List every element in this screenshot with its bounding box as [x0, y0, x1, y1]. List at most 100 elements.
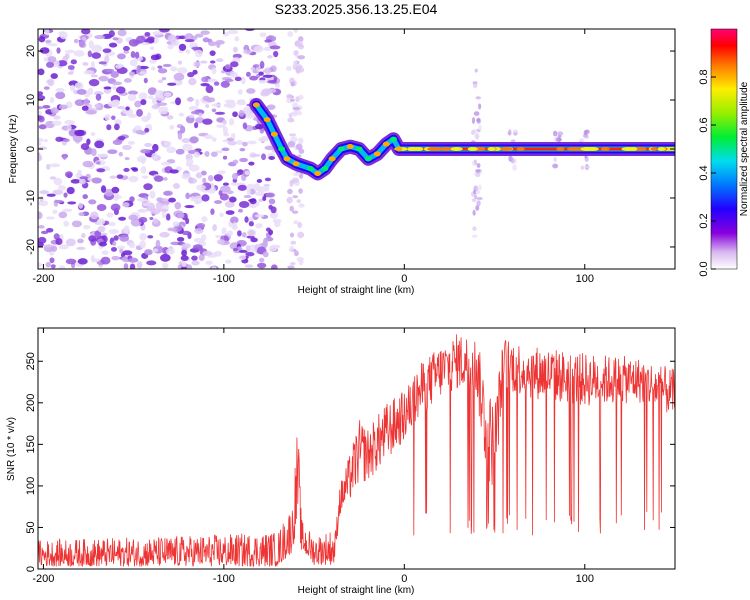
- noise-blob: [239, 147, 246, 152]
- noise-blob: [264, 185, 270, 192]
- noise-blob: [45, 39, 52, 44]
- noise-blob: [82, 62, 89, 66]
- noise-blob: [121, 144, 132, 151]
- noise-blob: [230, 216, 239, 224]
- noise-blob: [198, 112, 203, 117]
- noise-blob: [512, 129, 518, 133]
- noise-blob: [274, 221, 281, 228]
- noise-blob: [94, 35, 106, 40]
- noise-blob: [227, 230, 234, 237]
- noise-blob: [90, 132, 96, 136]
- noise-blob: [74, 82, 82, 88]
- noise-blob: [147, 87, 157, 95]
- carrier-speck: [413, 147, 424, 151]
- noise-blob: [181, 138, 192, 144]
- noise-blob: [130, 51, 136, 58]
- noise-blob: [193, 61, 201, 68]
- noise-blob: [169, 125, 175, 130]
- noise-blob: [292, 110, 299, 116]
- noise-blob: [77, 258, 88, 265]
- noise-blob: [38, 124, 47, 130]
- noise-blob: [50, 264, 56, 269]
- noise-blob: [147, 36, 155, 41]
- noise-blob: [108, 222, 116, 227]
- spectrogram-y-axis-label: Frequency (Hz): [8, 115, 19, 184]
- noise-blob: [115, 86, 126, 94]
- trace-peak: [283, 156, 291, 162]
- noise-blob: [118, 216, 127, 221]
- chart-title: S233.2025.356.13.25.E04: [274, 1, 438, 17]
- noise-blob: [96, 218, 106, 226]
- noise-blob: [249, 204, 257, 209]
- noise-blob: [194, 227, 204, 234]
- noise-blob: [264, 67, 272, 75]
- noise-blob: [111, 81, 123, 86]
- noise-blob: [242, 141, 248, 147]
- noise-blob: [579, 138, 585, 143]
- noise-blob: [201, 194, 210, 202]
- noise-blob: [176, 80, 183, 85]
- noise-blob: [270, 65, 277, 73]
- noise-blob: [186, 158, 194, 165]
- trace-peak: [395, 146, 403, 152]
- noise-blob: [475, 171, 481, 178]
- noise-blob: [63, 138, 70, 143]
- noise-blob: [128, 71, 136, 76]
- trace-peak: [252, 102, 260, 108]
- noise-blob: [266, 104, 276, 110]
- noise-blob: [81, 29, 91, 35]
- noise-blob: [46, 61, 55, 68]
- noise-blob: [154, 90, 165, 98]
- noise-blob: [58, 244, 69, 250]
- noise-blob: [155, 201, 164, 210]
- noise-blob: [67, 124, 72, 131]
- noise-blob: [100, 256, 111, 265]
- noise-blob: [255, 123, 264, 130]
- noise-blob: [134, 125, 142, 132]
- trace-peak: [382, 141, 390, 147]
- noise-blob: [252, 64, 259, 68]
- noise-blob: [264, 145, 275, 151]
- noise-blob: [238, 109, 245, 117]
- noise-blob: [125, 106, 130, 111]
- y-tick-label: -20: [25, 239, 37, 255]
- noise-blob: [200, 30, 210, 35]
- noise-blob: [67, 65, 75, 70]
- noise-blob: [216, 42, 221, 48]
- noise-blob: [206, 97, 216, 103]
- noise-blob: [152, 248, 159, 253]
- noise-blob: [181, 249, 187, 257]
- noise-blob: [258, 79, 268, 84]
- noise-blob: [210, 208, 215, 215]
- noise-blob: [77, 238, 84, 244]
- noise-blob: [289, 232, 295, 238]
- noise-blob: [109, 175, 117, 179]
- noise-blob: [268, 204, 273, 210]
- noise-blob: [70, 179, 81, 184]
- noise-blob: [139, 240, 147, 249]
- noise-blob: [128, 175, 139, 183]
- noise-blob: [232, 111, 238, 118]
- noise-blob: [112, 99, 120, 106]
- noise-blob: [195, 172, 203, 179]
- noise-blob: [39, 47, 50, 54]
- carrier-speck: [487, 147, 496, 151]
- noise-blob: [87, 87, 94, 96]
- noise-blob: [160, 253, 171, 262]
- noise-blob: [201, 234, 207, 241]
- x-tick-label: 0: [401, 273, 407, 285]
- noise-blob: [96, 161, 101, 165]
- noise-blob: [82, 194, 88, 200]
- noise-blob: [289, 245, 294, 252]
- noise-blob: [123, 263, 129, 269]
- noise-blob: [97, 225, 106, 233]
- y-tick-label: -10: [25, 190, 37, 206]
- colorbar-tick-label: 0.4: [698, 165, 710, 180]
- y-tick-label: 100: [25, 477, 37, 495]
- noise-blob: [297, 231, 305, 239]
- noise-blob: [167, 44, 174, 50]
- noise-blob: [190, 110, 200, 115]
- noise-blob: [557, 131, 564, 136]
